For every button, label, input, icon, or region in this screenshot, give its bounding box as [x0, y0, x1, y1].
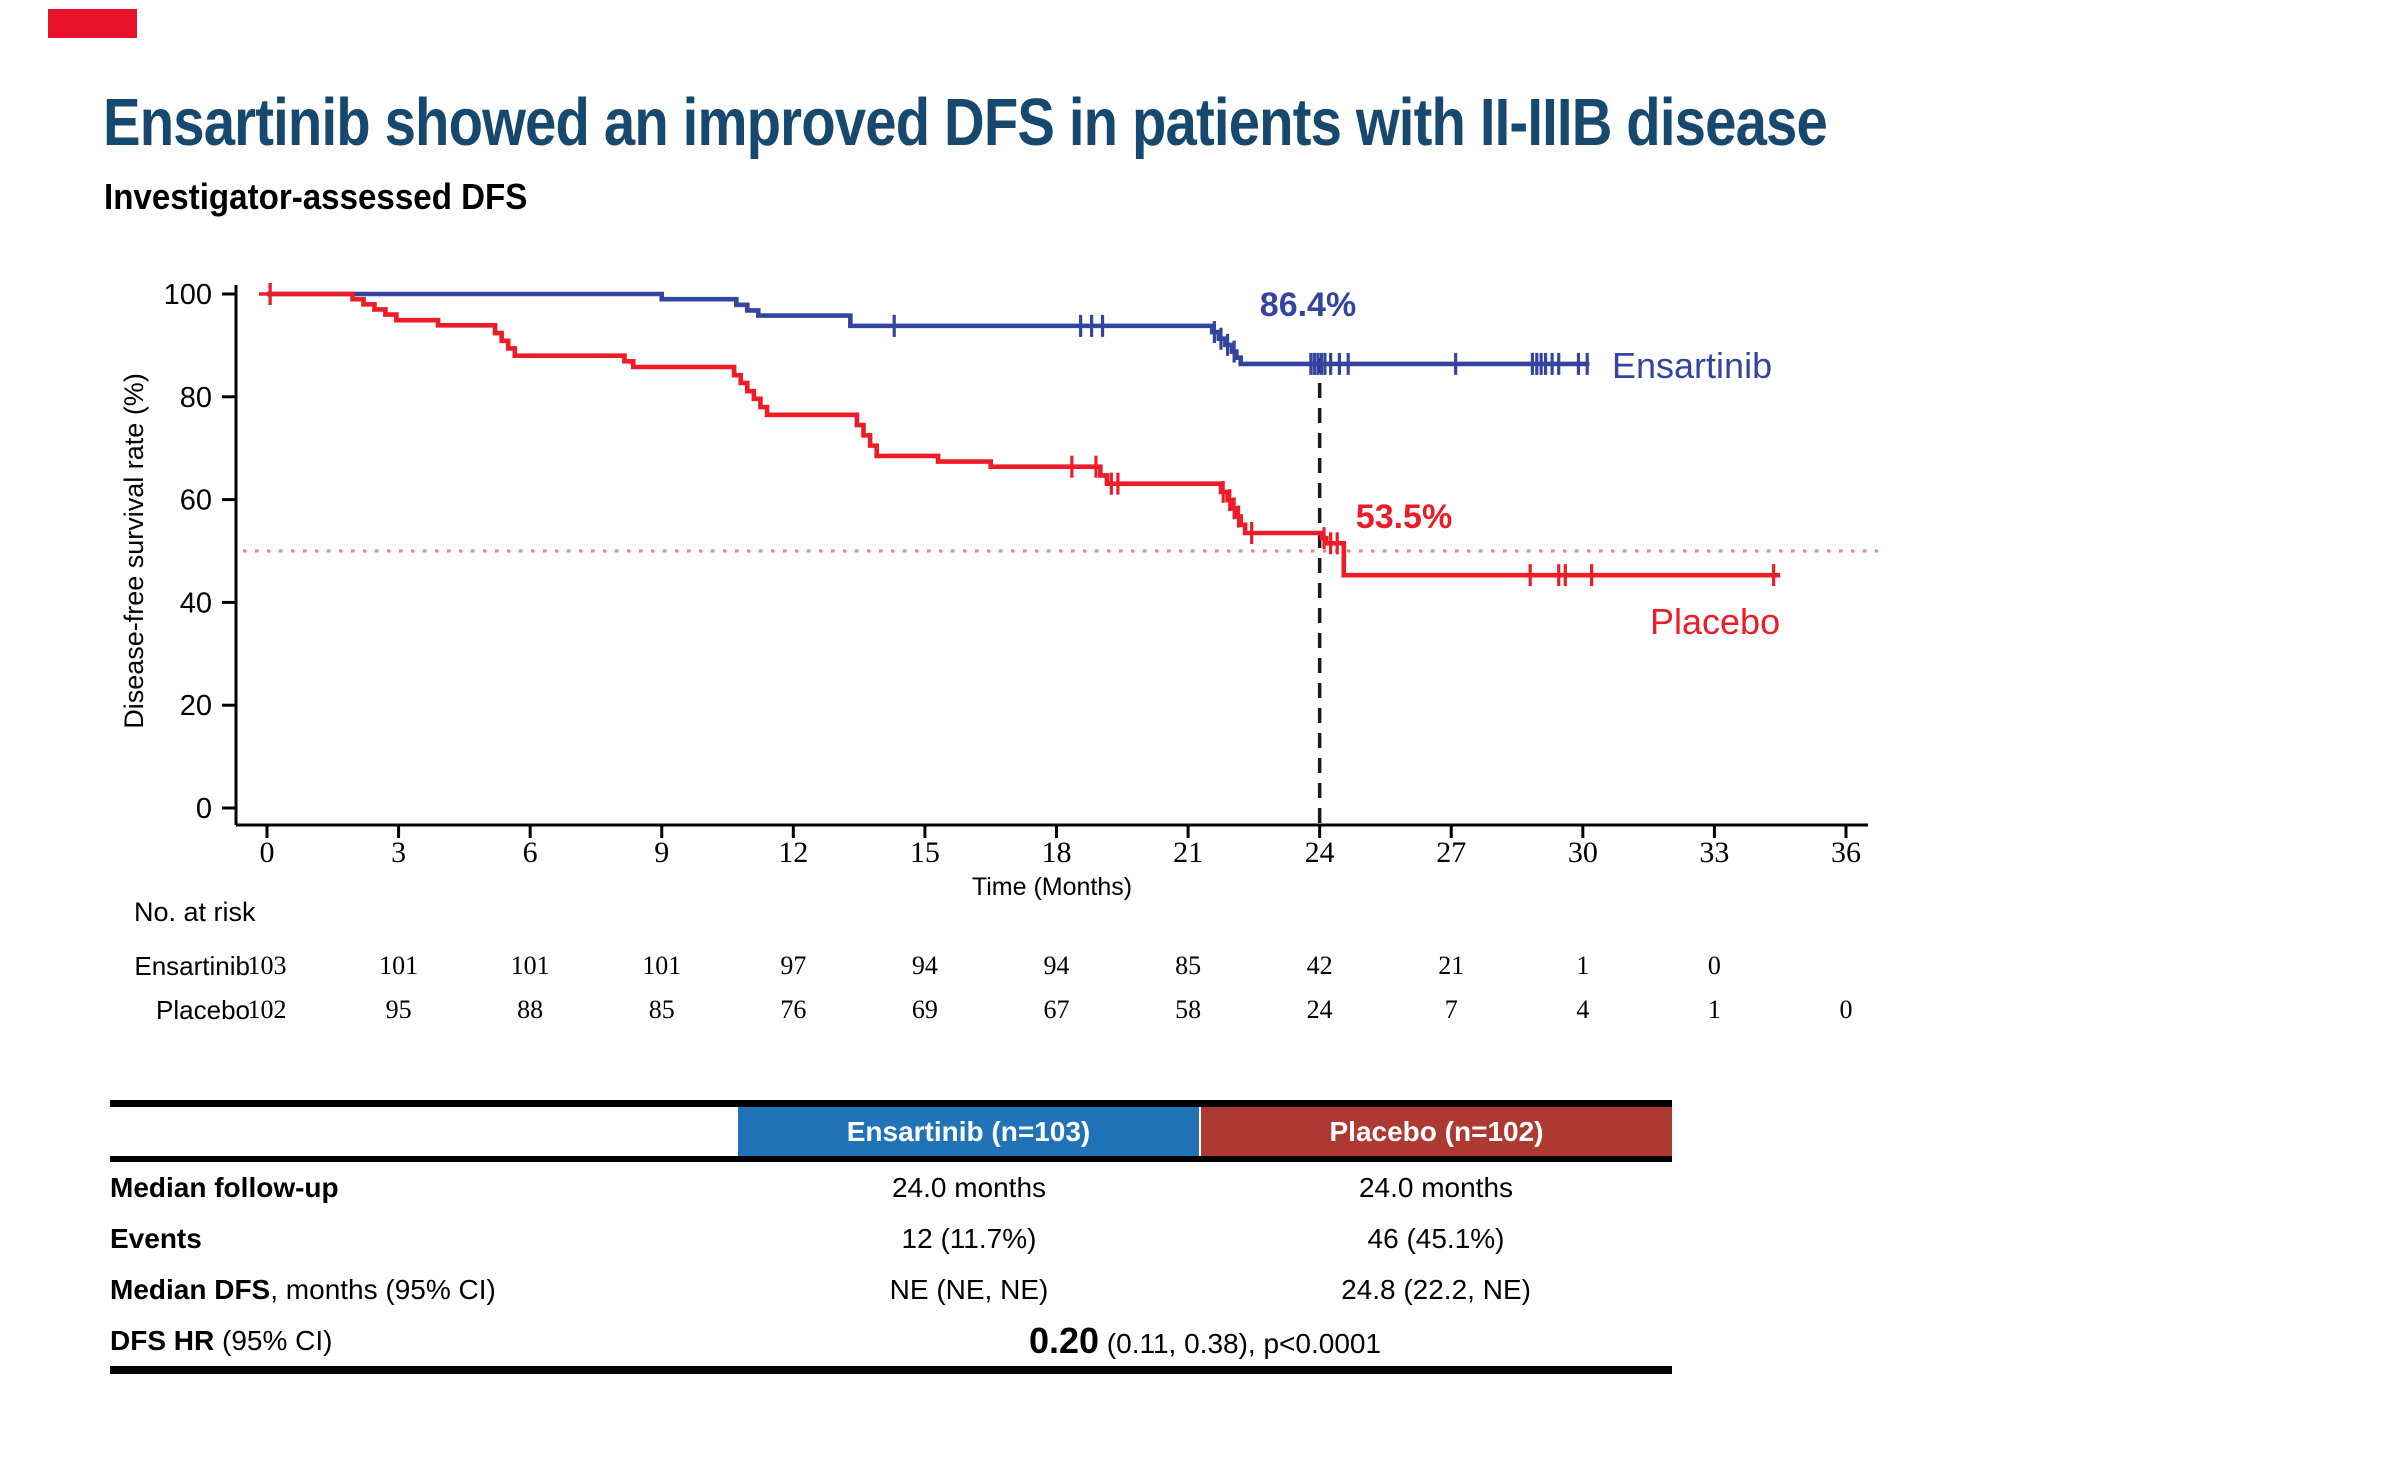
placebo-24mo-rate: 53.5% — [1356, 498, 1452, 536]
risk-count: 21 — [1438, 951, 1465, 980]
risk-count: 0 — [1707, 951, 1721, 980]
y-tick-label: 0 — [196, 793, 212, 825]
y-tick-label: 100 — [164, 279, 212, 311]
risk-count: 88 — [517, 995, 544, 1024]
y-tick-label: 60 — [180, 485, 212, 517]
summary-row-label-bold: Events — [110, 1222, 202, 1254]
risk-count: 85 — [1175, 951, 1202, 980]
summary-header-row: Ensartinib (n=103) Placebo (n=102) — [110, 1103, 1672, 1160]
risk-count: 69 — [911, 995, 938, 1024]
risk-count: 101 — [642, 951, 682, 980]
summary-value: 12 (11.7%) — [901, 1222, 1037, 1254]
hazard-ratio-value: 0.20 — [1028, 1319, 1100, 1361]
summary-hr-value: 0.20 (0.11, 0.38), p<0.0001 — [1028, 1319, 1382, 1361]
risk-row-label-placebo: Placebo — [156, 995, 250, 1025]
risk-count: 1 — [1707, 995, 1721, 1024]
summary-row: Median DFS, months (95% CI) NE (NE, NE) 24… — [110, 1264, 1672, 1315]
x-tick-label: 30 — [1568, 836, 1598, 869]
summary-value: NE (NE, NE) — [889, 1273, 1049, 1305]
summary-row-label-bold: Median DFS — [110, 1273, 271, 1305]
risk-row-label-ensartinib: Ensartinib — [134, 951, 250, 981]
summary-value: 46 (45.1%) — [1367, 1222, 1505, 1254]
ensartinib-24mo-rate: 86.4% — [1260, 286, 1356, 324]
risk-count: 101 — [510, 951, 550, 980]
y-tick-label: 40 — [180, 587, 212, 619]
summary-row: Median follow-up 24.0 months 24.0 months — [110, 1159, 1672, 1213]
x-tick-label: 27 — [1436, 836, 1466, 869]
risk-count: 7 — [1444, 995, 1458, 1024]
risk-count: 102 — [247, 995, 287, 1024]
summary-row-label: DFS HR (95% CI) — [110, 1324, 333, 1356]
x-axis-title: Time (Months) — [972, 873, 1132, 901]
summary-value: 24.0 months — [1358, 1171, 1514, 1203]
x-tick-label: 36 — [1831, 836, 1861, 869]
summary-header-ensartinib: Ensartinib (n=103) — [738, 1103, 1200, 1159]
risk-count: 0 — [1839, 995, 1853, 1024]
summary-row-label: Events — [110, 1213, 738, 1264]
risk-count: 4 — [1576, 995, 1590, 1024]
summary-row: DFS HR (95% CI) 0.20 (0.11, 0.38), p<0.00… — [110, 1315, 1672, 1370]
summary-header-empty-cell — [110, 1104, 738, 1160]
placebo-curve-label: Placebo — [1650, 601, 1780, 642]
risk-count: 94 — [911, 951, 938, 980]
risk-count: 76 — [780, 995, 807, 1024]
summary-header-placebo: Placebo (n=102) — [1199, 1103, 1672, 1159]
x-tick-label: 24 — [1305, 836, 1335, 869]
risk-table-heading: No. at risk — [134, 897, 256, 927]
summary-row-label: Median follow-up — [110, 1159, 738, 1213]
x-tick-label: 15 — [910, 836, 940, 869]
summary-row-label: Median DFS, months (95% CI) — [110, 1273, 496, 1305]
x-tick-label: 9 — [654, 836, 669, 869]
risk-count: 1 — [1576, 951, 1590, 980]
ensartinib-curve-label: Ensartinib — [1612, 345, 1772, 386]
risk-count: 95 — [385, 995, 412, 1024]
summary-row-label-bold: DFS HR — [110, 1324, 215, 1356]
subtitle: Investigator-assessed DFS — [104, 176, 528, 217]
x-tick-label: 0 — [260, 836, 275, 869]
summary-row-label-bold: Median follow-up — [110, 1171, 339, 1203]
y-tick-label: 80 — [180, 382, 212, 414]
risk-count: 58 — [1175, 995, 1202, 1024]
summary-row: Events 12 (11.7%) 46 (45.1%) — [110, 1213, 1672, 1264]
risk-count: 97 — [780, 951, 807, 980]
y-tick-label: 20 — [180, 690, 212, 722]
km-curve-placebo — [267, 291, 1781, 578]
risk-count: 85 — [648, 995, 675, 1024]
risk-count: 103 — [247, 951, 287, 980]
x-tick-label: 12 — [778, 836, 808, 869]
risk-count: 67 — [1043, 995, 1070, 1024]
x-tick-label: 21 — [1173, 836, 1203, 869]
page-title: Ensartinib showed an improved DFS in pat… — [103, 85, 1828, 160]
risk-count: 42 — [1306, 951, 1333, 980]
x-tick-label: 33 — [1699, 836, 1729, 869]
km-curve-ensartinib — [267, 291, 1590, 367]
y-axis-title: Disease-free survival rate (%) — [119, 373, 149, 729]
x-tick-label: 3 — [391, 836, 406, 869]
x-tick-label: 6 — [523, 836, 538, 869]
risk-count: 24 — [1306, 995, 1333, 1024]
summary-table: Ensartinib (n=103) Placebo (n=102) Median … — [110, 1100, 1672, 1374]
risk-count: 94 — [1043, 951, 1070, 980]
summary-value: 24.8 (22.2, NE) — [1341, 1273, 1531, 1305]
accent-bar — [48, 9, 137, 38]
summary-value: 24.0 months — [891, 1171, 1047, 1203]
x-tick-label: 18 — [1041, 836, 1071, 869]
risk-count: 101 — [379, 951, 419, 980]
